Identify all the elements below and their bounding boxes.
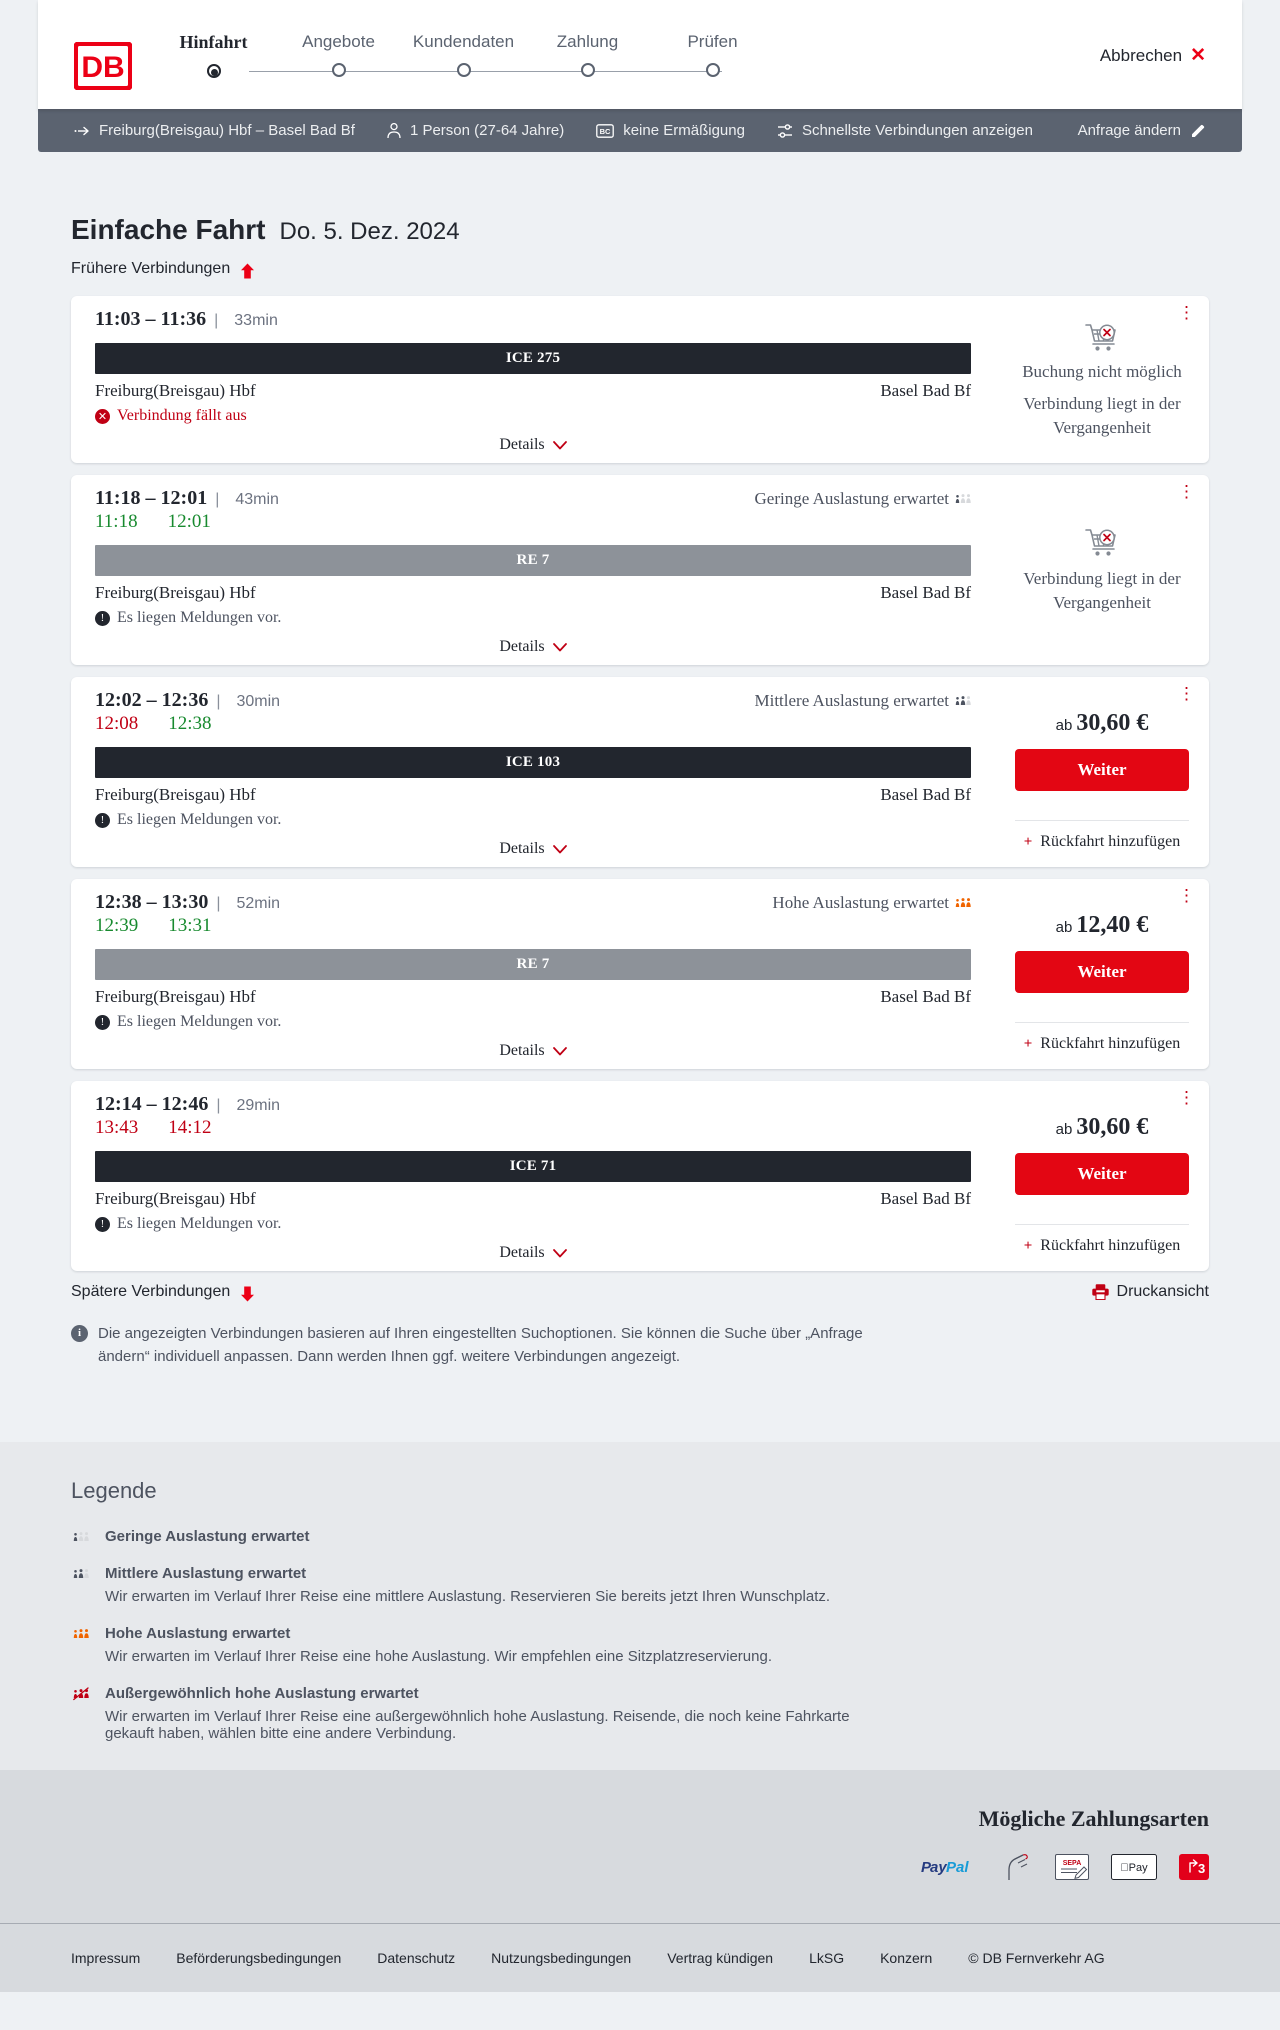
svg-text:SEPA: SEPA [1063, 1860, 1082, 1867]
svg-text:ay: ay [930, 1859, 947, 1876]
svg-text:DB: DB [81, 51, 124, 84]
svg-text:Pay: Pay [1120, 1862, 1148, 1874]
svg-text:3: 3 [1198, 1861, 1205, 1876]
svg-text:Pal: Pal [946, 1859, 969, 1876]
svg-text:BC: BC [600, 126, 611, 135]
